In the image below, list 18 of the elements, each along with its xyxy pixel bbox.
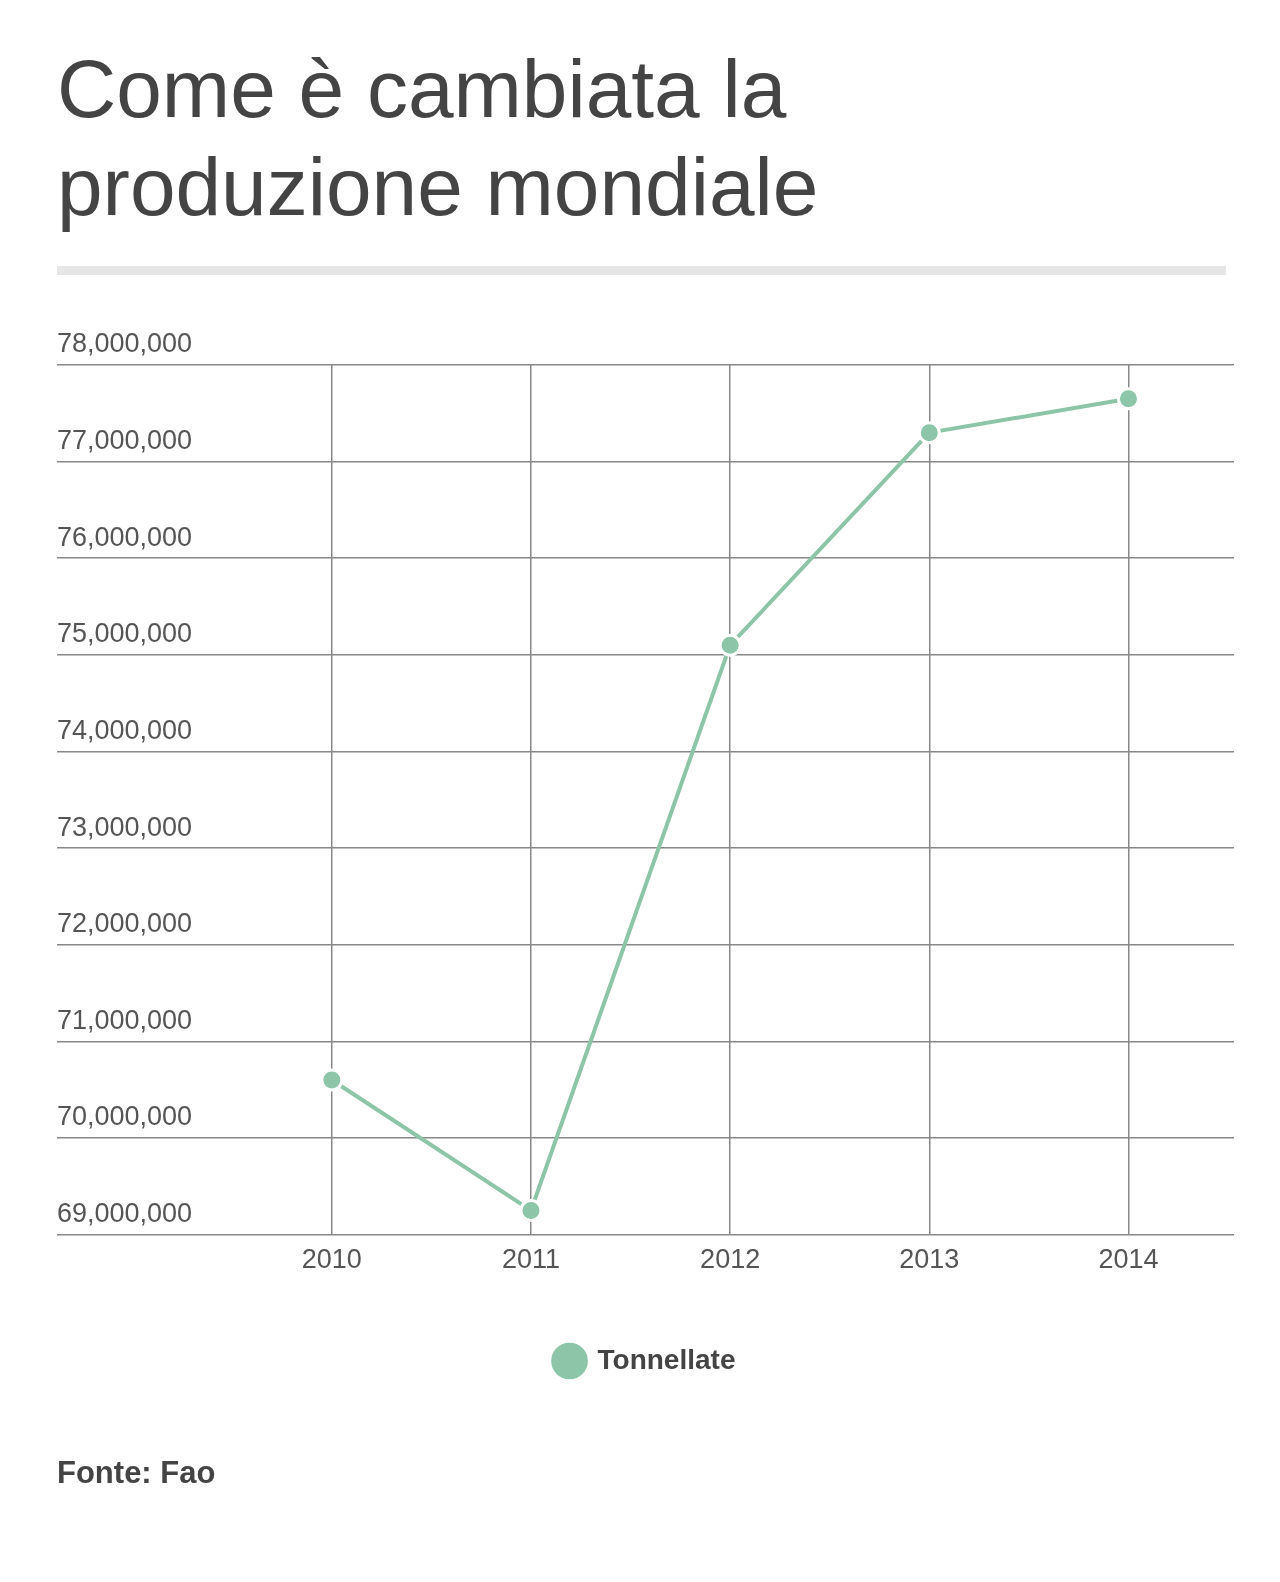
x-tick-label: 2013 — [899, 1244, 960, 1275]
source-note: Fonte: Fao — [56, 1454, 217, 1491]
y-tick-label: 69,000,000 — [57, 1198, 193, 1229]
x-tick-label: 2011 — [501, 1244, 561, 1275]
y-tick-label: 74,000,000 — [57, 714, 193, 745]
y-tick-label: 73,000,000 — [57, 811, 193, 842]
y-tick-label: 77,000,000 — [57, 425, 193, 456]
x-tick-label: 2012 — [700, 1244, 761, 1275]
y-tick-label: 72,000,000 — [57, 908, 193, 939]
chart-title: Come è cambiata la produzione mondiale — [57, 42, 820, 234]
legend-label: Tonnellate — [597, 1343, 736, 1375]
y-tick-label: 71,000,000 — [57, 1004, 193, 1035]
y-tick-label: 75,000,000 — [57, 618, 193, 649]
x-tick-label: 2014 — [1098, 1244, 1159, 1275]
y-tick-label: 76,000,000 — [57, 521, 193, 552]
x-tick-label: 2010 — [301, 1244, 362, 1275]
y-tick-label: 70,000,000 — [57, 1101, 193, 1132]
y-tick-label: 78,000,000 — [57, 328, 193, 359]
